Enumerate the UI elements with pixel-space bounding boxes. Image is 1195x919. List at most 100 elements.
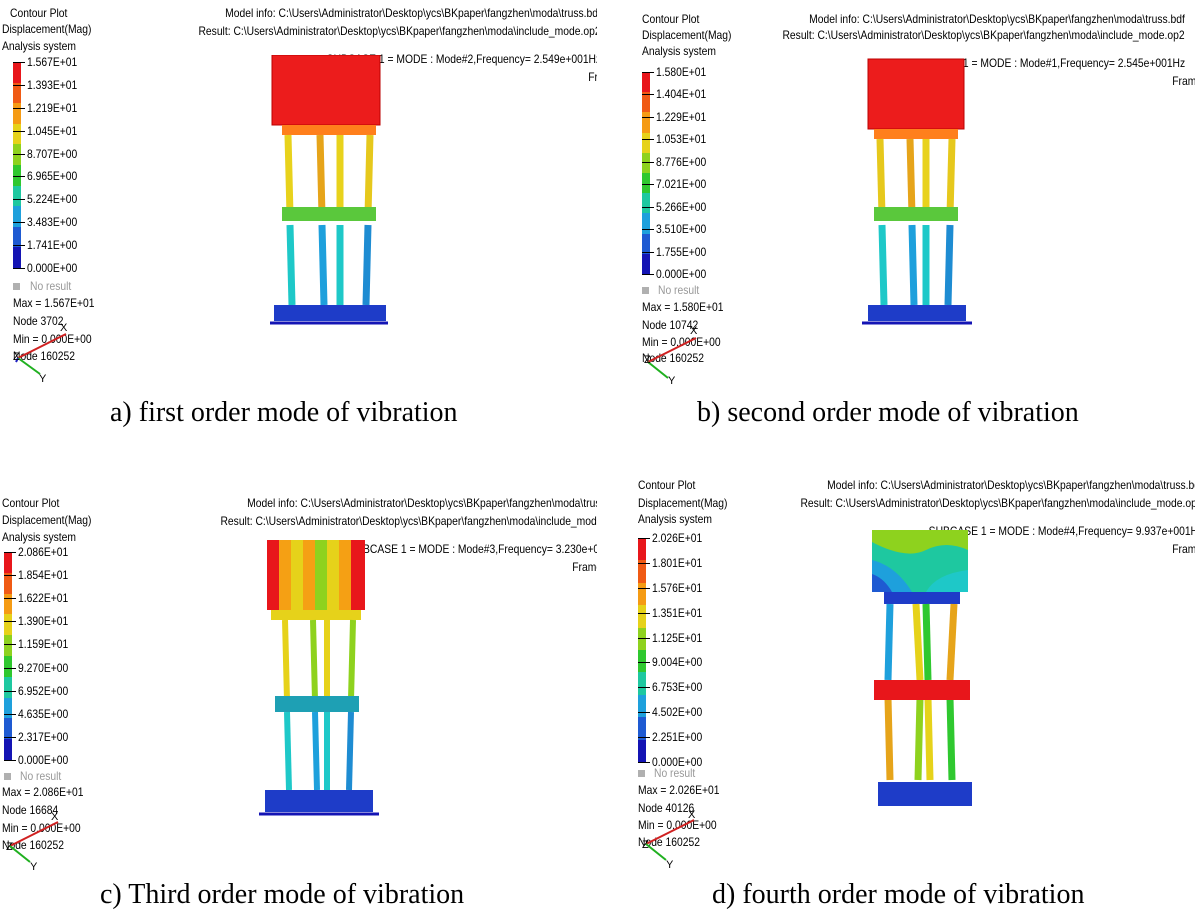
legend-tick-label: 1.159E+01 [18,637,69,652]
frame-label: Frame 4 [572,560,597,574]
legend-tick-label: 1.580E+01 [656,65,707,79]
legend-tick [638,712,650,714]
legend-tick [13,84,25,86]
legend-tick-label: 1.125E+01 [652,630,703,645]
legend-swatch [4,739,12,760]
legend-tick [642,94,654,96]
caption-a: a) first order mode of vibration [110,397,458,428]
legend-tick-label: 8.707E+00 [27,146,78,161]
legend-tick-label: 1.053E+01 [656,132,707,147]
frame-label: Frame 4 [1172,74,1195,88]
axis-x-label: X [688,809,696,821]
legend-swatch [13,164,21,186]
legend-swatch [13,226,21,248]
result-type: Displacement(Mag) [2,513,92,527]
analysis-system: Analysis system [642,44,716,58]
legend-swatch [13,206,21,227]
legend-swatch [642,112,650,133]
contour-title: Contour Plot [642,12,700,26]
triad-axes [9,821,59,863]
legend-swatch [4,552,12,573]
model-info: Model info: C:\Users\Administrator\Deskt… [827,478,1195,492]
legend-tick-label: 4.635E+00 [18,706,69,721]
legend-tick-label: 7.021E+00 [656,177,707,192]
legend-tick [13,62,25,63]
legend-tick-label: 0.000E+00 [27,261,78,275]
legend-tick [4,736,16,738]
legend-tick-label: 0.000E+00 [656,267,707,281]
legend-swatch [638,649,646,673]
legend-swatch [638,582,646,606]
legend-tick-label: 2.086E+01 [18,545,69,559]
legend-tick [638,562,650,564]
triad-axes [15,333,67,375]
legend-tick-label: 5.266E+00 [656,199,707,214]
axis-z-label: Z [6,841,13,853]
max-value: Max = 2.026E+01 [638,783,720,797]
legend-swatch [642,152,650,173]
legend-tick-label: 1.622E+01 [18,591,69,606]
legend-tick [638,587,650,589]
min-value: Min = 0.000E+00 [638,818,717,832]
frame-label: Frame 4 [588,70,597,84]
legend-tick-label: 8.776E+00 [656,154,707,169]
legend-swatch [4,676,12,698]
subcase-info: SUBCASE 1 = MODE : Mode#2,Frequency= 2.5… [326,52,597,66]
legend-tick-label: 1.351E+01 [652,605,703,620]
legend-swatch [13,82,21,104]
legend-tick-label: 1.741E+00 [27,238,78,253]
legend-swatch [4,697,12,719]
legend-swatch [642,132,650,153]
legend-tick [13,268,25,269]
axis-z-label: Z [642,839,649,851]
triad-axes [645,819,695,861]
model-info: Model info: C:\Users\Administrator\Deskt… [809,12,1185,26]
legend-swatch [13,185,21,207]
legend-swatch [642,72,650,93]
legend-tick-label: 2.317E+00 [18,729,69,744]
max-node: Node 16684 [2,803,59,817]
truss-model-mode-1 [270,55,388,325]
legend-tick-label: 4.502E+00 [652,705,703,720]
legend-swatch [638,627,646,650]
legend-tick [4,713,16,715]
truss-model-mode-2 [862,58,972,325]
legend-tick-label: 3.510E+00 [656,222,707,237]
analysis-system: Analysis system [638,512,712,526]
legend-tick [642,139,654,141]
legend-swatch [13,247,21,268]
no-result-label: No result [30,279,72,293]
subcase-info: SUBCASE 1 = MODE : Mode#3,Frequency= 3.2… [348,542,597,556]
min-node: Node 160252 [638,835,700,849]
legend-tick-label: 6.753E+00 [652,680,703,695]
result-type: Displacement(Mag) [638,496,728,510]
max-node: Node 40126 [638,801,695,815]
legend-tick-label: 1.854E+01 [18,568,69,583]
legend-swatch [642,233,650,254]
legend-swatch [4,718,12,740]
legend-tick [638,662,650,664]
legend-swatch [13,62,21,83]
contour-title: Contour Plot [2,496,60,510]
caption-c: c) Third order mode of vibration [100,879,465,910]
min-node: Node 160252 [642,351,704,365]
legend-tick-label: 1.045E+01 [27,123,78,138]
legend-swatch [638,560,646,583]
panel-d: Contour Plot Displacement(Mag) Analysis … [598,460,1195,919]
subcase-info: SUBCASE 1 = MODE : Mode#1,Frequency= 2.5… [910,56,1185,70]
max-value: Max = 2.086E+01 [2,785,84,799]
subcase-info: SUBCASE 1 = MODE : Mode#4,Frequency= 9.9… [928,524,1195,538]
legend-tick-label: 6.965E+00 [27,169,78,184]
caption-b: b) second order mode of vibration [697,397,1079,428]
color-legend [4,552,12,760]
legend-swatch [4,572,12,594]
legend-tick-label: 9.004E+00 [652,655,703,670]
model-info: Model info: C:\Users\Administrator\Deskt… [225,6,597,20]
legend-tick [638,737,650,739]
legend-swatch [638,694,646,718]
color-legend [638,538,646,762]
contour-title: Contour Plot [10,6,68,20]
legend-tick [4,690,16,692]
truss-model-mode-3 [259,540,379,816]
triad-axes [647,337,697,379]
